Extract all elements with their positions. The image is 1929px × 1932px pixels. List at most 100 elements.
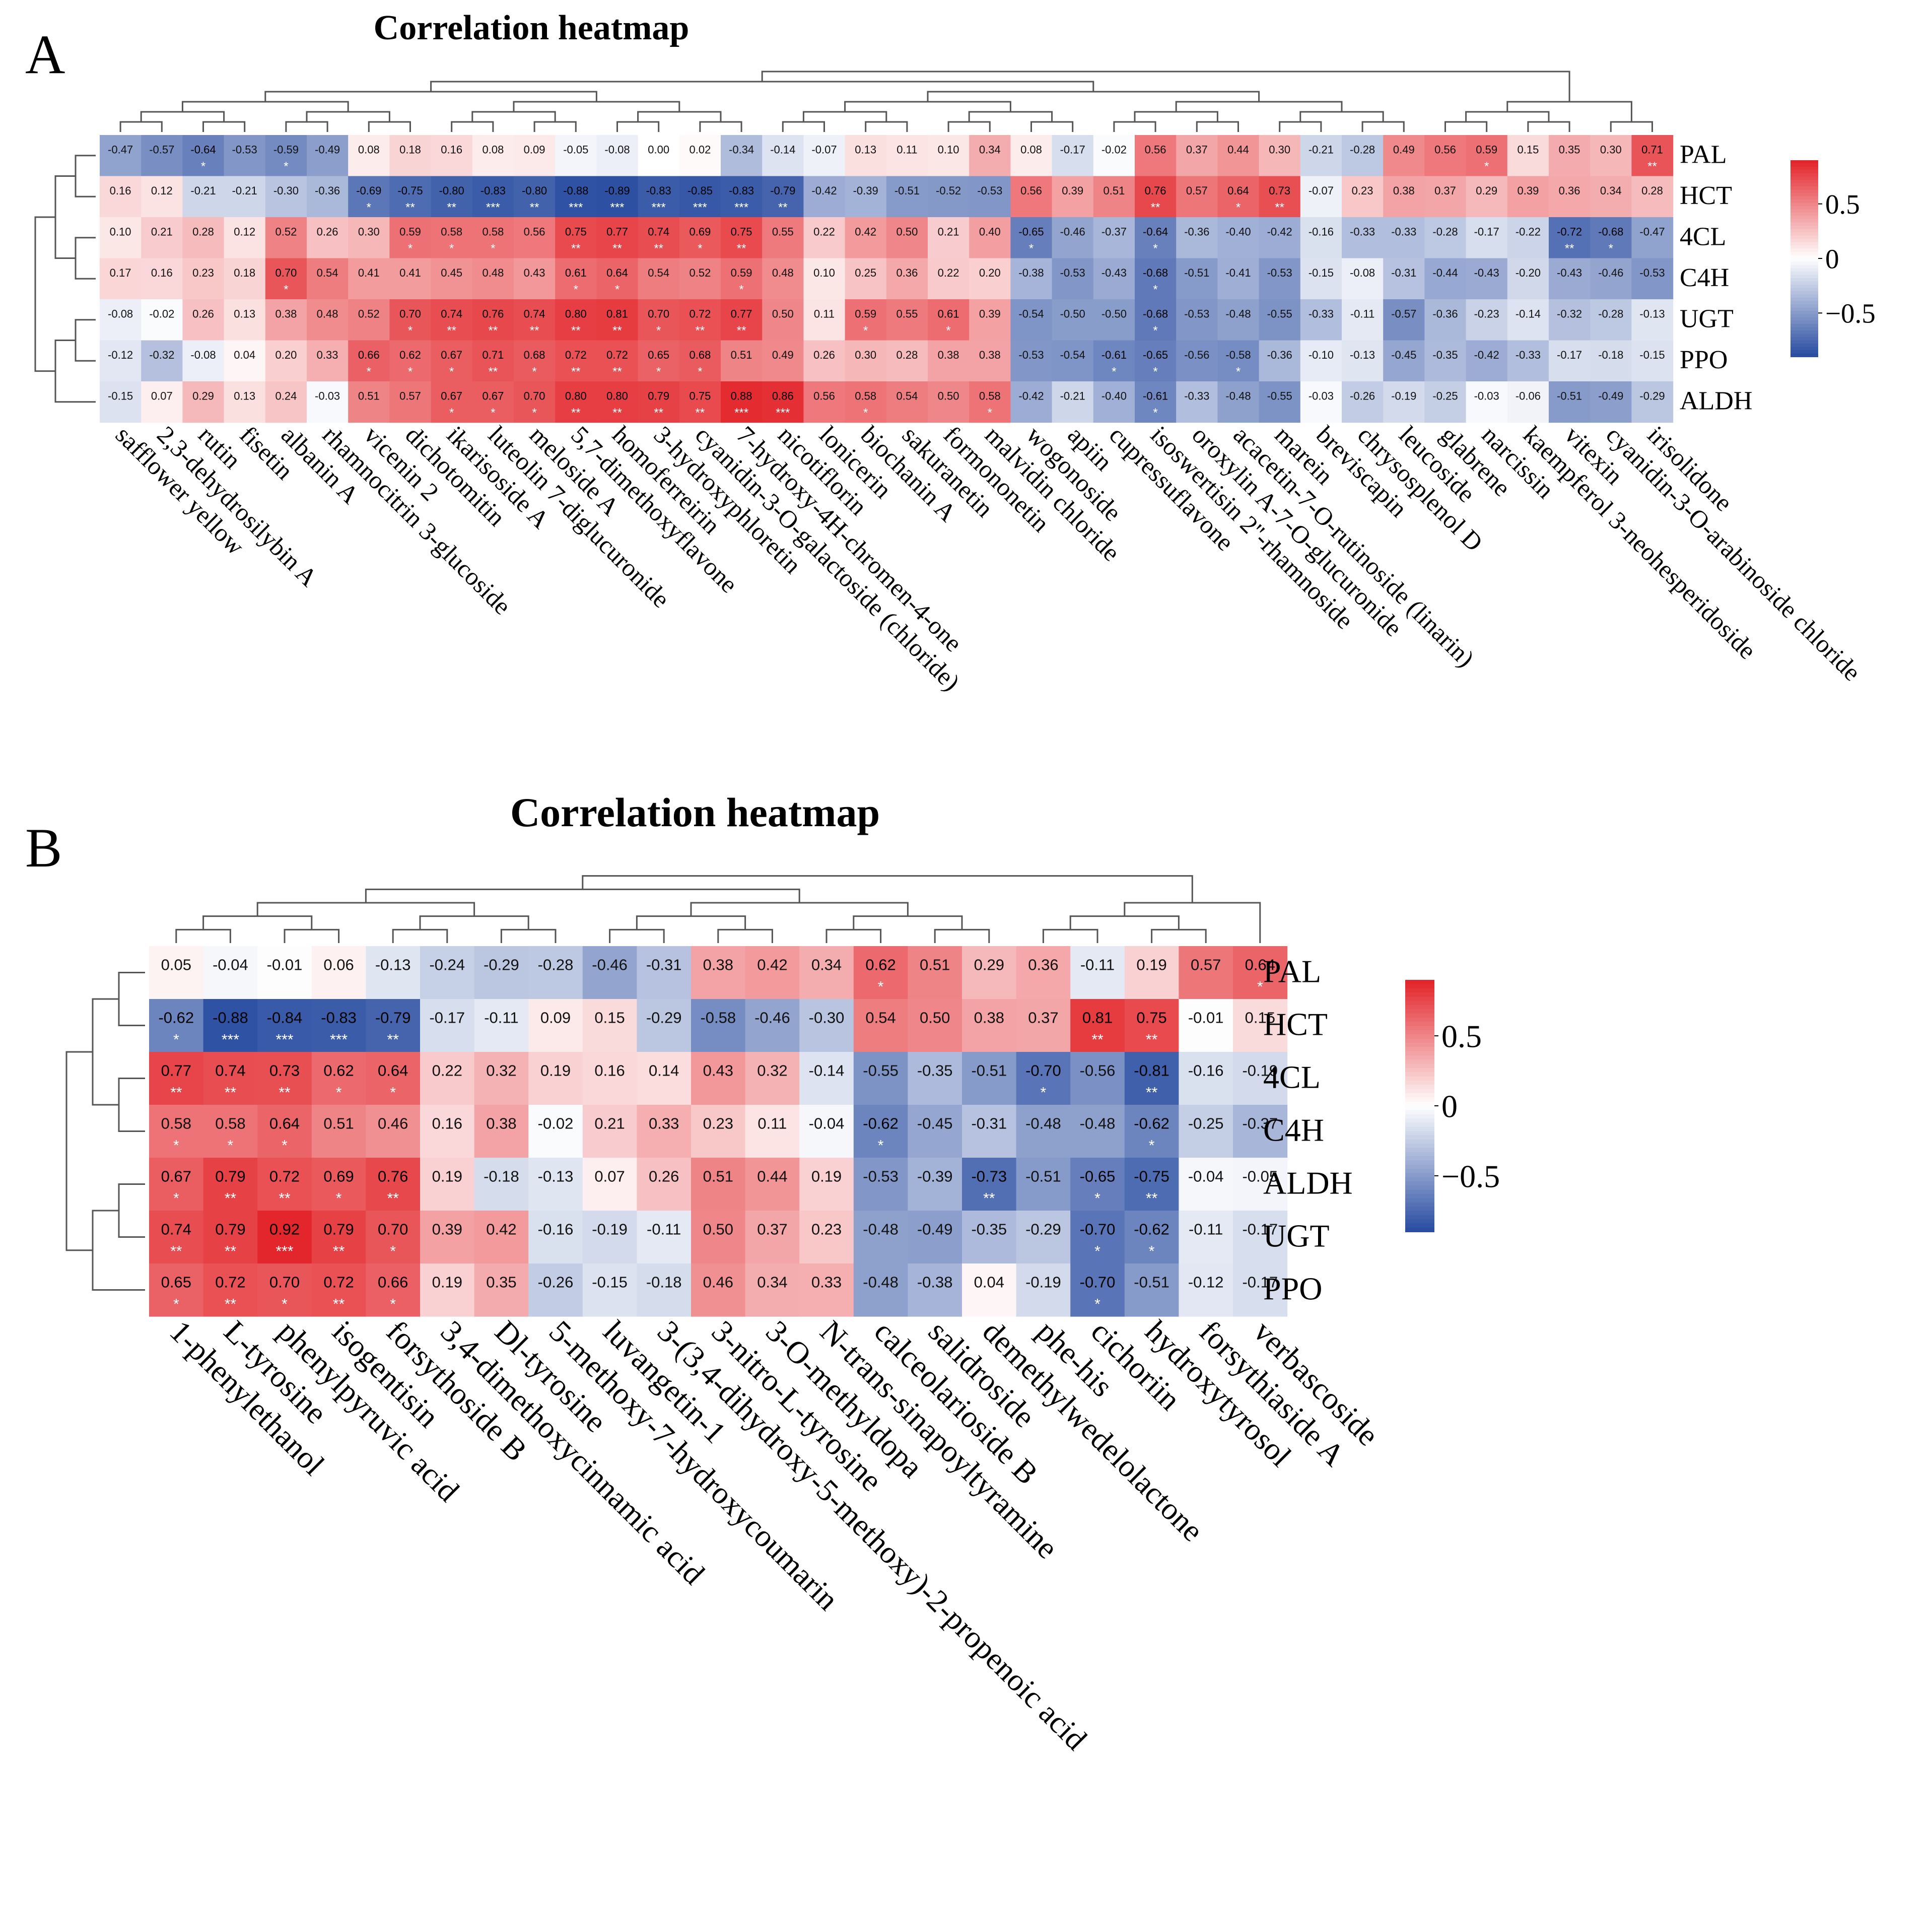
panel-a-cell-value: -0.36 xyxy=(1267,349,1292,361)
panel-a-cell-value: -0.33 xyxy=(1391,226,1416,238)
panel-a-cell xyxy=(1342,381,1384,423)
panel-a-legend-swatch xyxy=(1790,213,1818,217)
panel-a-cell-value: -0.53 xyxy=(1060,267,1085,279)
panel-a-cell-value: 0.13 xyxy=(234,390,255,403)
panel-b-cell-value: 0.32 xyxy=(757,1061,787,1079)
panel-a-cell-value: 0.59 xyxy=(855,308,876,320)
panel-a-cell xyxy=(762,340,804,382)
panel-a-legend-swatch xyxy=(1790,216,1818,220)
panel-b-cell xyxy=(908,1263,962,1317)
panel-b-cell xyxy=(366,1211,421,1264)
panel-b-cell xyxy=(528,1263,583,1317)
panel-a-cell-value: 0.56 xyxy=(524,226,545,238)
panel-a-cell-value: 0.75 xyxy=(731,226,752,238)
panel-b-legend-swatch xyxy=(1405,1068,1434,1073)
panel-a-cell-value: 0.61 xyxy=(938,308,959,320)
panel-b-cell-value: 0.19 xyxy=(432,1167,462,1185)
panel-b-cell xyxy=(1179,999,1233,1052)
panel-b-cell xyxy=(799,1263,854,1317)
panel-a-cell xyxy=(886,299,928,341)
panel-b-cell xyxy=(1233,1263,1288,1317)
panel-a-cell-value: -0.31 xyxy=(1391,267,1416,279)
panel-a-cell xyxy=(431,299,473,341)
panel-a-legend-swatch xyxy=(1790,314,1818,318)
panel-a-cell xyxy=(1010,299,1053,341)
panel-a-cell xyxy=(1507,299,1549,341)
panel-a-cell-value: -0.50 xyxy=(1101,308,1127,320)
panel-b-cell-value: -0.01 xyxy=(267,956,303,973)
panel-a-cell xyxy=(803,135,846,177)
panel-a-cell-value: 0.10 xyxy=(813,267,835,279)
panel-a-row-dendrogram-branch xyxy=(75,155,96,197)
panel-a-cell xyxy=(1631,381,1674,423)
panel-a-cell-value: 0.48 xyxy=(772,267,794,279)
panel-b-row-label: C4H xyxy=(1263,1112,1324,1148)
panel-b-cell xyxy=(637,946,692,1000)
panel-a-legend-swatch xyxy=(1790,311,1818,315)
panel-b-cell-value: -0.17 xyxy=(1242,1273,1278,1291)
panel-a-cell xyxy=(638,258,680,300)
panel-a-cell-value: 0.22 xyxy=(938,267,959,279)
panel-b-significance-mark: *** xyxy=(330,1031,348,1048)
panel-a-cell xyxy=(472,258,514,300)
panel-b-cell-value: 0.66 xyxy=(378,1273,408,1291)
panel-a-cell-value: -0.54 xyxy=(1060,349,1085,361)
panel-a-cell-value: 0.48 xyxy=(482,267,504,279)
panel-a-cell xyxy=(1507,381,1549,423)
panel-a-cell xyxy=(679,135,721,177)
panel-b-cell xyxy=(745,946,800,1000)
panel-a-cell-value: -0.14 xyxy=(1515,308,1541,320)
panel-a-column-dendrogram-branch xyxy=(782,121,825,132)
panel-b-legend-swatch xyxy=(1405,1022,1434,1027)
panel-a-cell-value: 0.72 xyxy=(606,349,628,361)
panel-b-significance-mark: * xyxy=(1094,1243,1100,1259)
panel-a-cell-value: -0.88 xyxy=(563,184,588,197)
panel-a-significance-mark: *** xyxy=(693,201,707,215)
panel-a-cell xyxy=(348,258,390,300)
panel-a-column-dendrogram-branch xyxy=(1279,121,1322,132)
panel-b-cell xyxy=(637,1158,692,1211)
panel-a-column-dendrogram-branch xyxy=(699,121,742,132)
panel-a-cell-value: -0.57 xyxy=(1391,308,1416,320)
panel-a-cell xyxy=(1507,258,1549,300)
panel-a-cell xyxy=(224,176,266,218)
panel-b-cell xyxy=(745,1158,800,1211)
panel-a-cell-value: 0.88 xyxy=(731,390,752,403)
panel-b-cell xyxy=(853,946,908,1000)
panel-b-legend-swatch xyxy=(1405,1030,1434,1035)
panel-a-cell xyxy=(472,340,514,382)
panel-a-legend-swatch xyxy=(1790,327,1818,331)
panel-a-cell xyxy=(1093,340,1135,382)
panel-a-significance-mark: *** xyxy=(569,201,583,215)
panel-b-legend-swatch xyxy=(1405,1135,1434,1140)
panel-a-cell xyxy=(1590,299,1632,341)
panel-a-significance-mark: * xyxy=(1236,365,1241,379)
panel-a-cell xyxy=(1300,258,1342,300)
panel-a-cell-value: 0.18 xyxy=(234,267,255,279)
panel-a-cell xyxy=(762,381,804,423)
panel-b-significance-mark: ** xyxy=(225,1296,237,1312)
panel-b-cell-value: -0.13 xyxy=(538,1167,574,1185)
panel-b-legend-swatch xyxy=(1405,1207,1434,1212)
panel-b-cell xyxy=(745,1105,800,1158)
panel-b-cell xyxy=(149,946,204,1000)
panel-a-cell xyxy=(1176,299,1218,341)
panel-b-cell-value: 0.19 xyxy=(540,1061,571,1079)
panel-b-legend-swatch xyxy=(1405,1118,1434,1123)
panel-a-cell-value: 0.16 xyxy=(441,144,462,156)
panel-b-significance-mark: ** xyxy=(170,1084,182,1101)
panel-a-cell-value: 0.25 xyxy=(855,267,876,279)
panel-a-column-dendrogram-branch xyxy=(1361,121,1405,132)
panel-b-row-dendrogram-branch xyxy=(118,1183,145,1238)
panel-a-cell xyxy=(679,176,721,218)
panel-a-cell xyxy=(721,340,763,382)
panel-a-cell-value: 0.72 xyxy=(689,308,711,320)
panel-a-cell xyxy=(100,299,142,341)
panel-a-legend-swatch xyxy=(1790,196,1818,200)
panel-a-significance-mark: * xyxy=(1112,365,1116,379)
panel-a-cell-value: 0.44 xyxy=(1227,144,1249,156)
panel-a-cell-value: 0.41 xyxy=(358,267,380,279)
panel-a-significance-mark: * xyxy=(1153,283,1157,297)
panel-b-cell-value: 0.07 xyxy=(594,1167,625,1185)
panel-a-cell xyxy=(348,340,390,382)
